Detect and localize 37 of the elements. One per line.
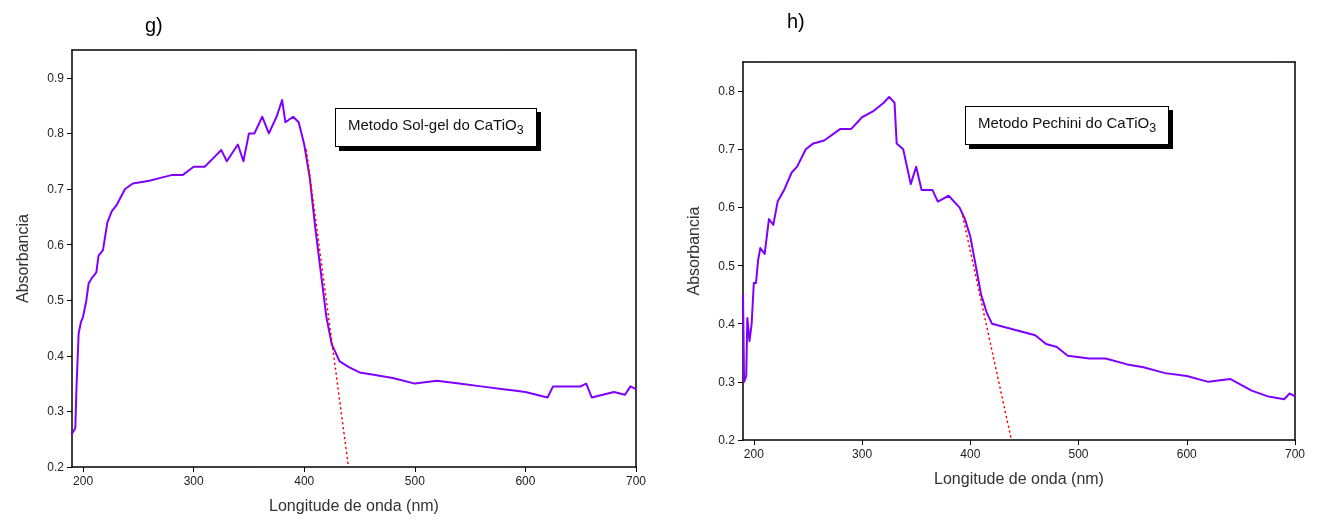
y-tick-label: 0.2 [47, 460, 65, 474]
x-tick-label: 500 [404, 474, 426, 488]
y-tick-label: 0.9 [47, 70, 65, 85]
y-axis-title: Absorbancia [13, 213, 31, 303]
line-series [742, 95, 1296, 401]
y-tick-label: 0.5 [718, 258, 736, 273]
x-axis-title: Longitude de onda (nm) [269, 496, 439, 514]
x-tick-label: 400 [294, 474, 315, 488]
y-tick-label: 0.7 [718, 142, 736, 157]
y-tick-label: 0.3 [718, 374, 736, 389]
y-tick-label: 0.6 [718, 200, 736, 215]
x-tick-label: 300 [852, 447, 873, 461]
x-tick-label: 700 [1284, 447, 1306, 461]
y-tick-label: 0.4 [718, 316, 736, 331]
x-tick-label: 500 [1068, 447, 1089, 461]
x-tick-label: 600 [1176, 447, 1198, 461]
x-tick-label: 300 [183, 474, 204, 488]
chart-title: h) [787, 10, 805, 32]
x-tick-label: 600 [515, 474, 536, 488]
y-tick-label: 0.2 [718, 433, 736, 447]
y-tick-label: 0.8 [718, 84, 736, 99]
y-tick-label: 0.8 [47, 126, 65, 141]
x-tick-label: 700 [625, 474, 647, 488]
x-tick-label: 200 [743, 447, 765, 461]
x-tick-label: 200 [73, 474, 94, 488]
y-tick-label: 0.3 [47, 404, 65, 419]
line-series [71, 99, 637, 435]
annotation: Metodo Sol-gel do CaTiO$_{3}$ [335, 108, 537, 147]
y-axis-title: Absorbancia [684, 206, 702, 296]
annotation: Metodo Pechini do CaTiO$_{3}$ [965, 106, 1170, 145]
y-tick-label: 0.6 [47, 237, 65, 252]
x-axis-title: Longitude de onda (nm) [934, 469, 1104, 487]
y-tick-label: 0.5 [47, 293, 65, 308]
x-tick-label: 400 [960, 447, 981, 461]
chart-title: g) [145, 14, 163, 36]
y-tick-label: 0.4 [47, 348, 65, 363]
y-tick-label: 0.7 [47, 182, 65, 196]
